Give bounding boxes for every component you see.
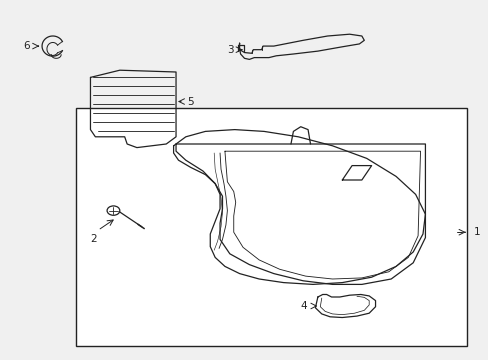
Text: 1: 1 [472,227,479,237]
Text: 5: 5 [186,96,193,107]
Bar [76,108,466,346]
Text: 6: 6 [23,41,30,51]
Text: 4: 4 [300,301,306,311]
Text: 3: 3 [226,45,233,55]
Text: 2: 2 [90,234,97,244]
